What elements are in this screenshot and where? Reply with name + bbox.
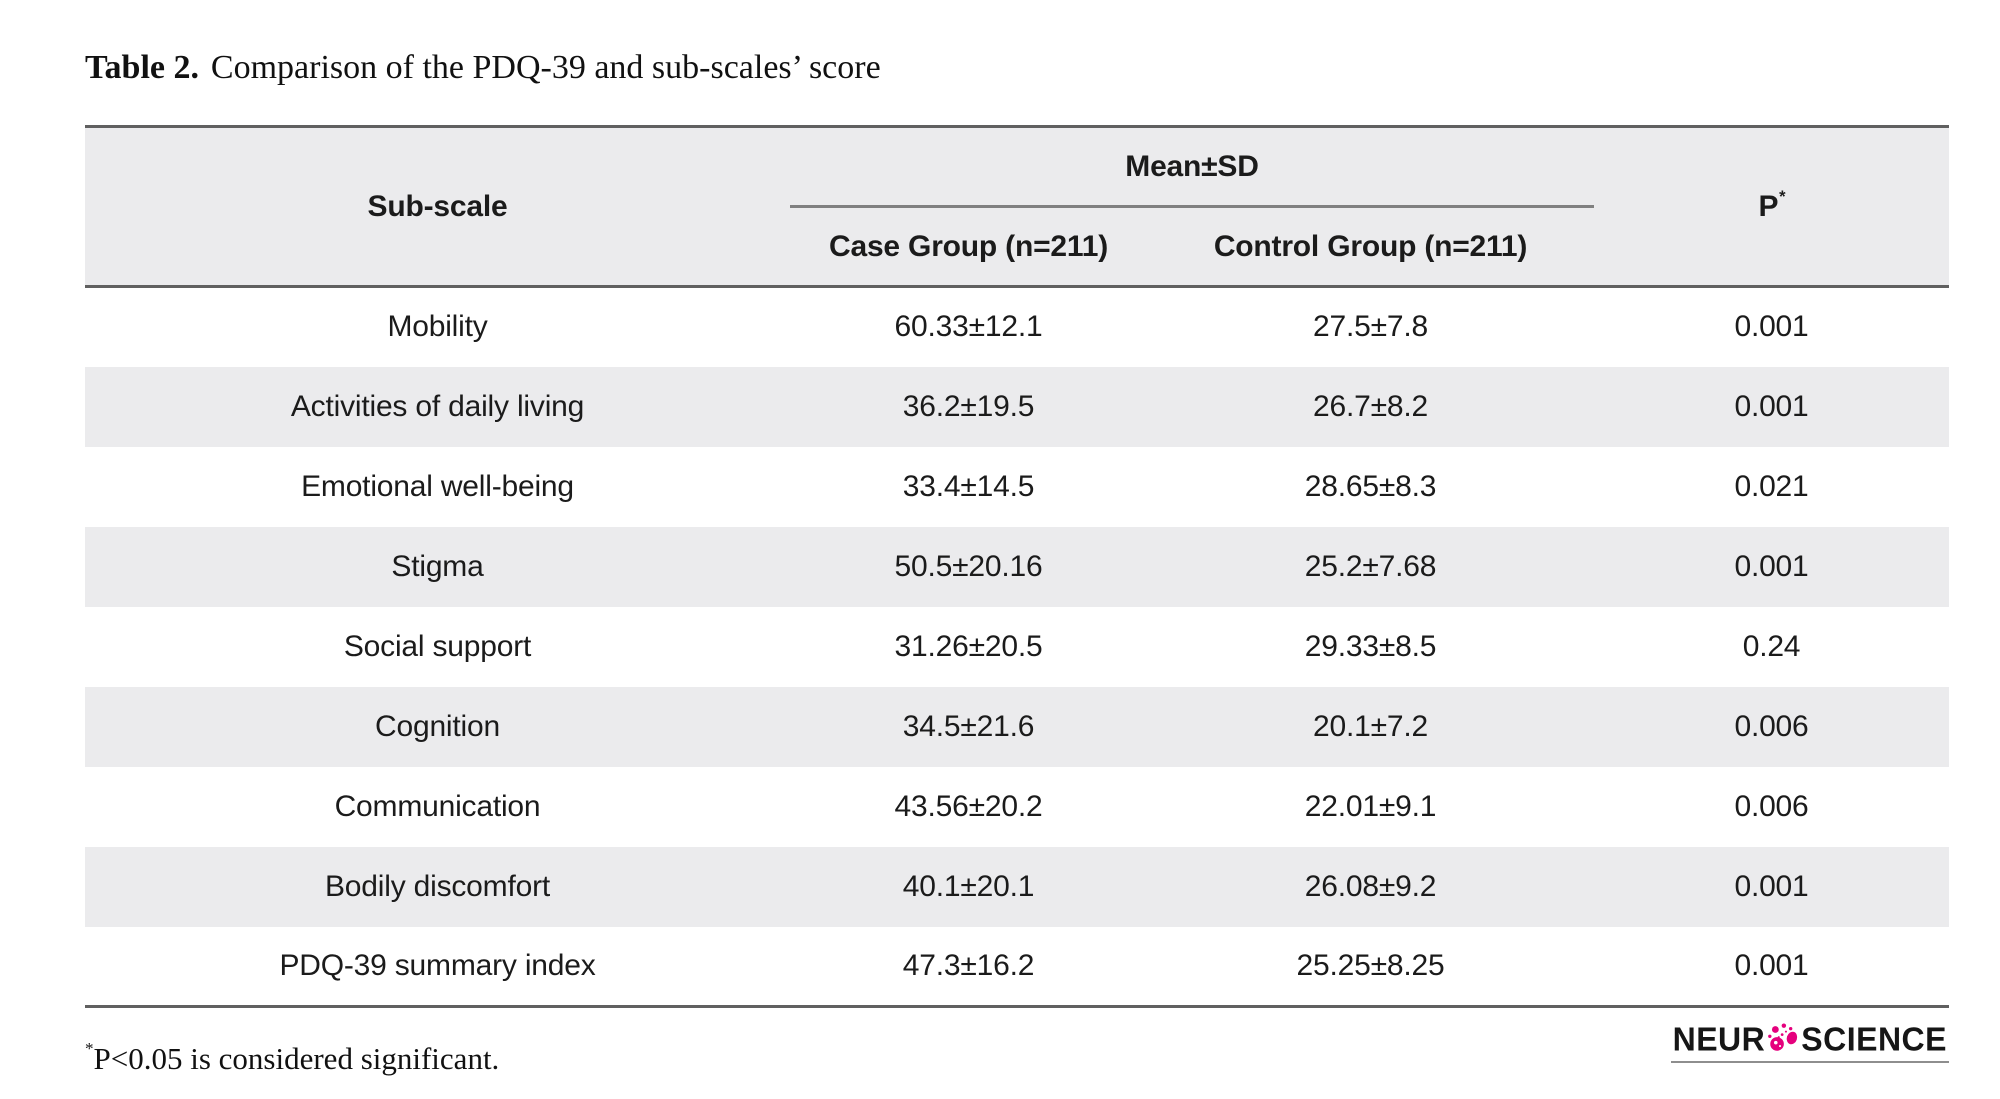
p-asterisk: * [1779, 188, 1786, 207]
cell-case: 40.1±20.1 [902, 869, 1035, 903]
cell-case: 36.2±19.5 [902, 389, 1035, 423]
cell-case: 31.26±20.5 [894, 629, 1043, 663]
cell-subscale: Stigma [391, 549, 484, 583]
cell-p: 0.24 [1742, 629, 1801, 663]
column-header-case-group: Case Group (n=211) [790, 206, 1147, 287]
column-header-subscale: Sub-scale [85, 126, 790, 287]
cell-subscale: Communication [334, 789, 541, 823]
column-header-mean-sd: Mean±SD [790, 126, 1594, 208]
cell-case: 34.5±21.6 [902, 709, 1035, 743]
cell-subscale: PDQ-39 summary index [279, 948, 596, 982]
table-row: Activities of daily living 36.2±19.5 26.… [85, 366, 1949, 447]
logo-text-right: SCIENCE [1801, 1020, 1947, 1058]
cell-control: 20.1±7.2 [1313, 709, 1428, 743]
table-row: Mobility 60.33±12.1 27.5±7.8 0.001 [85, 285, 1949, 367]
table-row: Communication 43.56±20.2 22.01±9.1 0.006 [85, 766, 1949, 847]
cell-p: 0.001 [1734, 869, 1809, 903]
table-row: Cognition 34.5±21.6 20.1±7.2 0.006 [85, 686, 1949, 767]
cell-control: 22.01±9.1 [1304, 789, 1437, 823]
cell-subscale: Emotional well-being [301, 469, 574, 503]
cell-control: 26.7±8.2 [1313, 389, 1428, 423]
cell-control: 25.25±8.25 [1296, 948, 1445, 982]
cell-p: 0.001 [1734, 549, 1809, 583]
table-title-text: Comparison of the PDQ-39 and sub-scales’… [210, 49, 881, 86]
cell-subscale: Social support [343, 629, 532, 663]
cell-case: 50.5±20.16 [894, 549, 1043, 583]
cell-case: 60.33±12.1 [790, 285, 1147, 367]
significance-footnote: *P<0.05 is considered significant. [85, 1039, 500, 1077]
page-title: Table 2. Comparison of the PDQ-39 and sub… [85, 48, 881, 87]
cell-control: 26.08±9.2 [1304, 869, 1437, 903]
table-row: Social support 31.26±20.5 29.33±8.5 0.24 [85, 606, 1949, 687]
column-header-control-group: Control Group (n=211) [1147, 206, 1594, 287]
cell-p: 0.006 [1734, 709, 1809, 743]
table-row: Stigma 50.5±20.16 25.2±7.68 0.001 [85, 526, 1949, 607]
cell-p: 0.001 [1734, 389, 1809, 423]
neuroscience-journal-logo: NEUR SCIENCE [1670, 1020, 1949, 1063]
pdq39-comparison-table: Sub-scale Mean±SD P* Case Group (n=211) … [85, 125, 1949, 1008]
table-header: Sub-scale Mean±SD P* Case Group (n=211) … [85, 126, 1949, 287]
table-row: Emotional well-being 33.4±14.5 28.65±8.3… [85, 446, 1949, 527]
table-number-label: Table 2. [85, 49, 200, 86]
logo-text-left: NEUR [1672, 1020, 1766, 1058]
cell-case: 33.4±14.5 [902, 469, 1035, 503]
cell-control: 25.2±7.68 [1304, 549, 1437, 583]
column-header-p: P* [1594, 126, 1949, 287]
cell-subscale: Activities of daily living [290, 389, 585, 423]
cell-p: 0.006 [1734, 789, 1809, 823]
neuron-dots-icon [1768, 1023, 1798, 1051]
cell-p: 0.001 [1734, 948, 1809, 982]
table-row: Bodily discomfort 40.1±20.1 26.08±9.2 0.… [85, 846, 1949, 927]
table-body: Mobility 60.33±12.1 27.5±7.8 0.001 Activ… [85, 285, 1949, 1007]
cell-p: 0.021 [1734, 469, 1809, 503]
cell-subscale: Bodily discomfort [324, 869, 550, 903]
cell-subscale: Mobility [85, 285, 790, 367]
cell-p: 0.001 [1594, 285, 1949, 367]
cell-case: 47.3±16.2 [902, 948, 1035, 982]
table-row: PDQ-39 summary index 47.3±16.2 25.25±8.2… [85, 926, 1949, 1007]
footnote-text: P<0.05 is considered significant. [93, 1041, 500, 1076]
cell-control: 29.33±8.5 [1304, 629, 1437, 663]
cell-control: 28.65±8.3 [1304, 469, 1437, 503]
cell-subscale: Cognition [375, 709, 500, 743]
footnote-asterisk: * [85, 1039, 94, 1059]
cell-case: 43.56±20.2 [894, 789, 1043, 823]
cell-control: 27.5±7.8 [1147, 285, 1594, 367]
